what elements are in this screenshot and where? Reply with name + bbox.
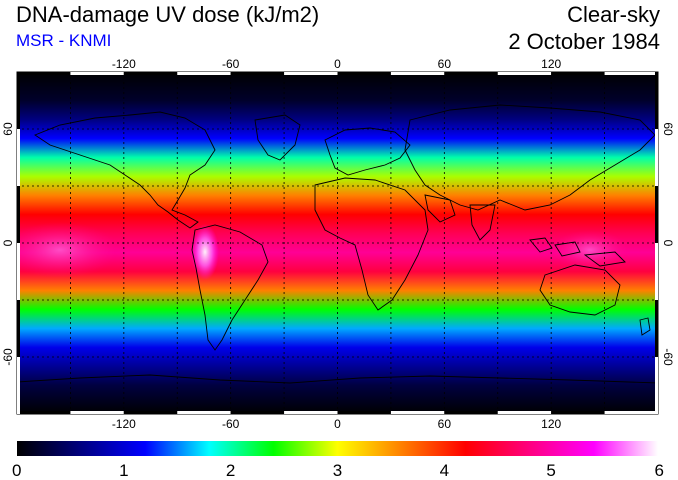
border-scale-segment [444, 411, 498, 414]
pacific-high-dose [17, 222, 120, 278]
lat-tick-label-left: 60 [1, 122, 15, 136]
lon-tick-label-top: 0 [334, 57, 341, 71]
border-scale-segment [177, 411, 231, 414]
lon-tick-label-top: -120 [112, 57, 136, 71]
border-scale-segment [655, 129, 658, 186]
border-scale-segment [390, 411, 445, 414]
lat-tick-label-left: 0 [1, 239, 15, 246]
border-scale-segment [123, 411, 178, 414]
lat-tick-label-left: -60 [1, 348, 15, 366]
new-guinea-coast [583, 251, 626, 267]
border-scale-segment [17, 72, 71, 75]
border-scale-segment [497, 411, 552, 414]
border-scale-segment [497, 72, 552, 75]
border-scale-segment [70, 72, 124, 75]
lon-tick-label-bottom: 60 [438, 417, 452, 431]
border-scale-segment [17, 243, 20, 300]
border-scale-segment [551, 411, 605, 414]
border-scale-segment [284, 411, 338, 414]
new-zealand-coast [639, 317, 651, 336]
border-scale-segment [17, 186, 20, 243]
border-scale-segment [337, 411, 391, 414]
lon-tick-label-top: 120 [541, 57, 561, 71]
asia-coast [404, 104, 656, 211]
sumatra-coast [529, 237, 553, 253]
andes-high-dose [191, 224, 219, 280]
sky-condition-label: Clear-sky [567, 2, 660, 27]
lon-tick-label-top: 60 [438, 57, 452, 71]
greenland-coast [254, 114, 301, 161]
map-border-scale [17, 72, 658, 414]
date-label: 2 October 1984 [508, 29, 660, 54]
border-scale-segment [17, 129, 20, 186]
colorbar-labels: 0 1 2 3 4 5 6 [12, 461, 664, 480]
lat-tick-label-right: 60 [661, 122, 675, 136]
border-scale-segment [444, 72, 498, 75]
border-scale-segment [230, 72, 285, 75]
border-scale-segment [551, 72, 605, 75]
border-scale-segment [17, 72, 20, 129]
colorbar-tick-label: 1 [119, 461, 128, 480]
axis-tick-labels: -120 -120 -60 -60 0 0 60 60 120 120 60 60 0 0 -60 -60 [1, 57, 675, 431]
border-scale-segment [390, 72, 445, 75]
lon-tick-label-bottom: 120 [541, 417, 561, 431]
lat-tick-label-right: -60 [661, 348, 675, 366]
antarctica-coast [17, 374, 658, 384]
border-scale-segment [284, 72, 338, 75]
colorbar-tick-label: 0 [12, 461, 21, 480]
border-scale-segment [17, 411, 71, 414]
lon-tick-label-bottom: 0 [334, 417, 341, 431]
arabia-coast [424, 194, 456, 223]
border-scale-segment [604, 411, 658, 414]
lon-tick-label-bottom: -120 [112, 417, 136, 431]
australia-coast [539, 264, 621, 316]
border-scale-segment [177, 72, 231, 75]
source-label: MSR - KNMI [16, 31, 112, 50]
border-scale-segment [337, 72, 391, 75]
border-scale-segment [17, 300, 20, 357]
colorbar-tick-label: 4 [440, 461, 449, 480]
colorbar-tick-label: 2 [226, 461, 235, 480]
border-scale-segment [655, 72, 658, 129]
indonesia-high-dose [550, 230, 630, 270]
south-america-coast [191, 224, 269, 351]
border-scale-segment [70, 411, 124, 414]
map-title: DNA-damage UV dose (kJ/m2) [16, 2, 320, 27]
india-coast [469, 204, 496, 241]
lon-tick-label-top: -60 [222, 57, 240, 71]
lon-tick-label-bottom: -60 [222, 417, 240, 431]
north-america-coast [34, 111, 216, 229]
colorbar-tick-label: 6 [655, 461, 664, 480]
border-scale-segment [17, 357, 20, 414]
border-scale-segment [230, 411, 285, 414]
border-scale-segment [655, 186, 658, 243]
border-scale-segment [655, 243, 658, 300]
border-scale-segment [123, 72, 178, 75]
border-scale-segment [604, 72, 658, 75]
uv-field [17, 72, 658, 414]
europe-coast [324, 127, 411, 176]
colorbar-tick-label: 5 [546, 461, 555, 480]
border-scale-segment [655, 300, 658, 357]
colorbar-tick-label: 3 [333, 461, 342, 480]
colorbar [17, 441, 658, 456]
lat-lon-grid [17, 72, 658, 414]
border-scale-segment [655, 357, 658, 414]
lat-tick-label-right: 0 [661, 240, 675, 247]
